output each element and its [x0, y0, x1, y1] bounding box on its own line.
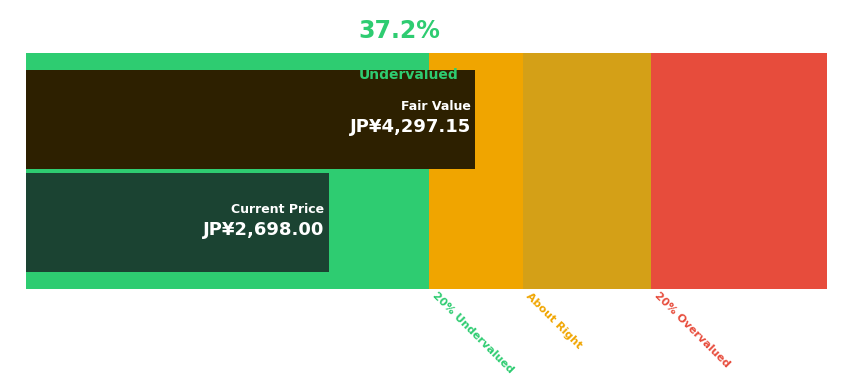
Text: JP¥4,297.15: JP¥4,297.15: [349, 118, 470, 136]
Text: About Right: About Right: [524, 291, 584, 350]
Text: 20% Overvalued: 20% Overvalued: [652, 291, 731, 370]
Text: Undervalued: Undervalued: [358, 68, 458, 82]
Text: Current Price: Current Price: [231, 203, 324, 217]
Text: 37.2%: 37.2%: [358, 19, 440, 43]
Text: JP¥2,698.00: JP¥2,698.00: [203, 222, 324, 239]
Text: Fair Value: Fair Value: [400, 100, 470, 113]
Text: 20% Undervalued: 20% Undervalued: [430, 291, 515, 375]
